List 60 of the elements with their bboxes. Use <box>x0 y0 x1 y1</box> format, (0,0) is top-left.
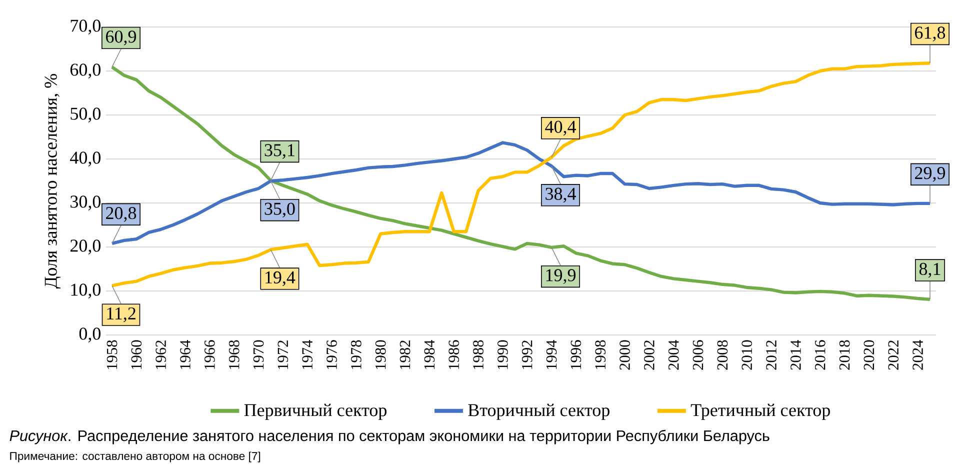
x-tick-label: 1958 <box>106 340 118 370</box>
text: Примечание: составлено автором на основе [7] <box>10 452 260 462</box>
x-tick-label: 2014 <box>790 340 801 370</box>
x-tick-label: 2008 <box>717 340 728 370</box>
x-tick-label: 1980 <box>375 340 386 370</box>
x-tick-label: 1990 <box>498 340 508 370</box>
x-tick-label: 1968 <box>228 340 240 370</box>
y-tick-label: 20,0 <box>70 240 101 254</box>
data-label: 20,8 <box>106 207 136 222</box>
x-tick-label: 2002 <box>644 340 654 370</box>
data-label: 38,4 <box>546 188 576 203</box>
x-tick-label: 2004 <box>668 340 679 370</box>
y-tick-label: 30,0 <box>70 196 101 210</box>
legend-label: Вторичный сектор <box>468 404 610 420</box>
y-tick-label: 50,0 <box>70 108 101 122</box>
x-tick-label: 1970 <box>253 340 264 370</box>
x-tick-label: 2024 <box>912 340 923 370</box>
data-label: 29,9 <box>915 167 946 182</box>
x-tick-label: 2018 <box>839 340 850 370</box>
x-tick-label: 2022 <box>888 340 899 370</box>
y-tick-label: 60,0 <box>70 64 101 78</box>
x-tick-label: 1960 <box>131 340 142 370</box>
x-tick-label: 1966 <box>204 340 215 370</box>
x-tick-label: 1978 <box>351 340 362 370</box>
y-tick-label: 70,0 <box>70 20 101 34</box>
x-tick-label: 1986 <box>448 340 460 370</box>
x-tick-label: 2020 <box>864 340 874 370</box>
data-label: 11,2 <box>107 307 136 322</box>
data-label: 19,4 <box>266 271 296 286</box>
data-label: 35,0 <box>264 202 295 218</box>
x-tick-label: 1992 <box>522 340 532 370</box>
y-axis-title: Доля занятого населения, % <box>44 74 61 288</box>
y-tick-label: 10,0 <box>71 284 101 298</box>
text: Рисунок. Распределение занятого населения по секторам экономики на территории Республики Беларусь <box>10 430 770 444</box>
x-tick-label: 2000 <box>620 340 630 370</box>
data-label: 19,9 <box>546 269 576 284</box>
x-tick-label: 1972 <box>278 340 288 370</box>
x-tick-label: 1988 <box>473 340 484 370</box>
data-label: 61,8 <box>915 26 946 42</box>
data-label: 8,1 <box>919 262 940 278</box>
x-tick-label: 1982 <box>400 340 410 370</box>
x-tick-label: 2010 <box>742 340 752 370</box>
data-label: 60,9 <box>106 30 136 46</box>
x-tick-label: 1962 <box>156 340 166 370</box>
data-label: 40,4 <box>545 120 576 136</box>
x-tick-label: 1974 <box>302 340 312 370</box>
x-tick-label: 2012 <box>766 340 776 370</box>
x-tick-label: 1964 <box>180 340 190 370</box>
x-tick-label: 1976 <box>326 340 337 370</box>
data-label: 35,1 <box>264 144 294 159</box>
x-tick-label: 1996 <box>570 340 582 370</box>
y-tick-label: 0,0 <box>79 328 101 342</box>
legend-label: Третичный сектор <box>690 404 830 420</box>
y-tick-label: 40,0 <box>70 152 101 166</box>
x-tick-label: 1994 <box>546 340 557 370</box>
x-tick-label: 2006 <box>692 340 704 370</box>
x-tick-label: 1984 <box>424 340 435 370</box>
legend-label: Первичный сектор <box>244 404 386 420</box>
x-tick-label: 2016 <box>814 340 826 370</box>
x-tick-label: 1998 <box>595 340 606 370</box>
